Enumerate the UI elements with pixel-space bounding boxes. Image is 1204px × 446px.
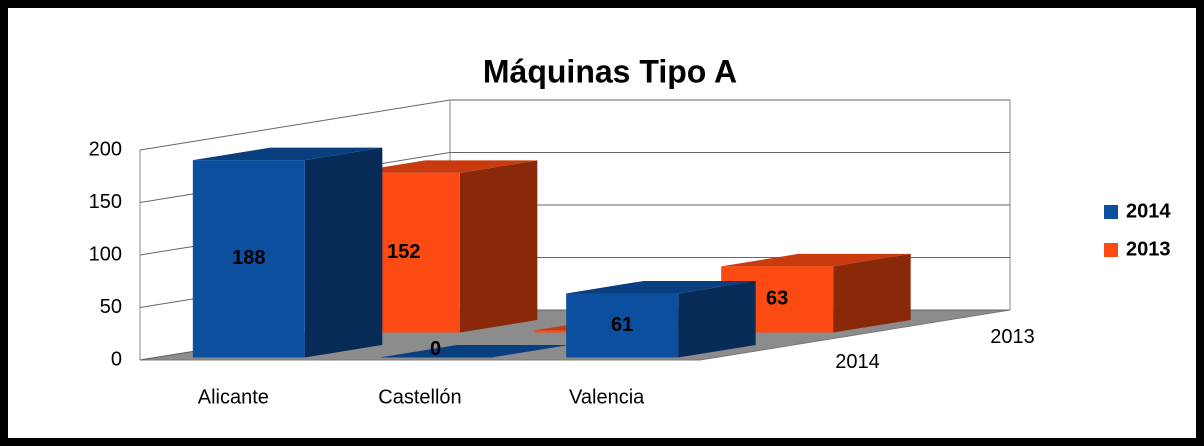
bar-top xyxy=(566,280,756,294)
bar-side xyxy=(833,253,911,333)
y-tick-label: 150 xyxy=(89,191,122,213)
bar-top xyxy=(192,147,383,161)
bar-top xyxy=(347,160,538,173)
chart-title: Máquinas Tipo A xyxy=(483,53,737,89)
y-tick-label: 0 xyxy=(111,348,122,370)
bar-side xyxy=(304,147,383,358)
bar-top xyxy=(721,253,911,267)
bar xyxy=(566,280,756,358)
bar-top xyxy=(379,345,569,358)
legend-label: 2014 xyxy=(1126,200,1171,222)
chart: Máquinas Tipo A 0 50 100 150 200 Alicante Cast… xyxy=(89,53,1172,408)
y-tick-label: 100 xyxy=(89,243,122,265)
grid-line xyxy=(139,99,1010,151)
value-label: 61 xyxy=(611,314,633,336)
x-tick-label: Alicante xyxy=(198,386,269,408)
value-label: 63 xyxy=(766,288,788,310)
depth-label: 2013 xyxy=(990,326,1035,348)
bar-side xyxy=(678,280,756,358)
depth-label: 2014 xyxy=(835,351,880,373)
bar-front xyxy=(192,160,305,358)
value-label: 0 xyxy=(430,338,441,360)
legend-swatch xyxy=(1104,205,1118,219)
legend-label: 2013 xyxy=(1126,238,1171,260)
x-tick-label: Castellón xyxy=(378,386,461,408)
x-tick-label: Valencia xyxy=(569,386,645,408)
value-label: 188 xyxy=(232,247,265,269)
legend-swatch xyxy=(1104,243,1118,257)
bar xyxy=(379,345,569,358)
bar-side xyxy=(459,160,538,333)
y-tick-label: 50 xyxy=(100,296,122,318)
value-label: 152 xyxy=(387,241,420,263)
bar xyxy=(192,147,383,358)
bar-front xyxy=(566,293,679,358)
y-tick-label: 200 xyxy=(89,138,122,160)
